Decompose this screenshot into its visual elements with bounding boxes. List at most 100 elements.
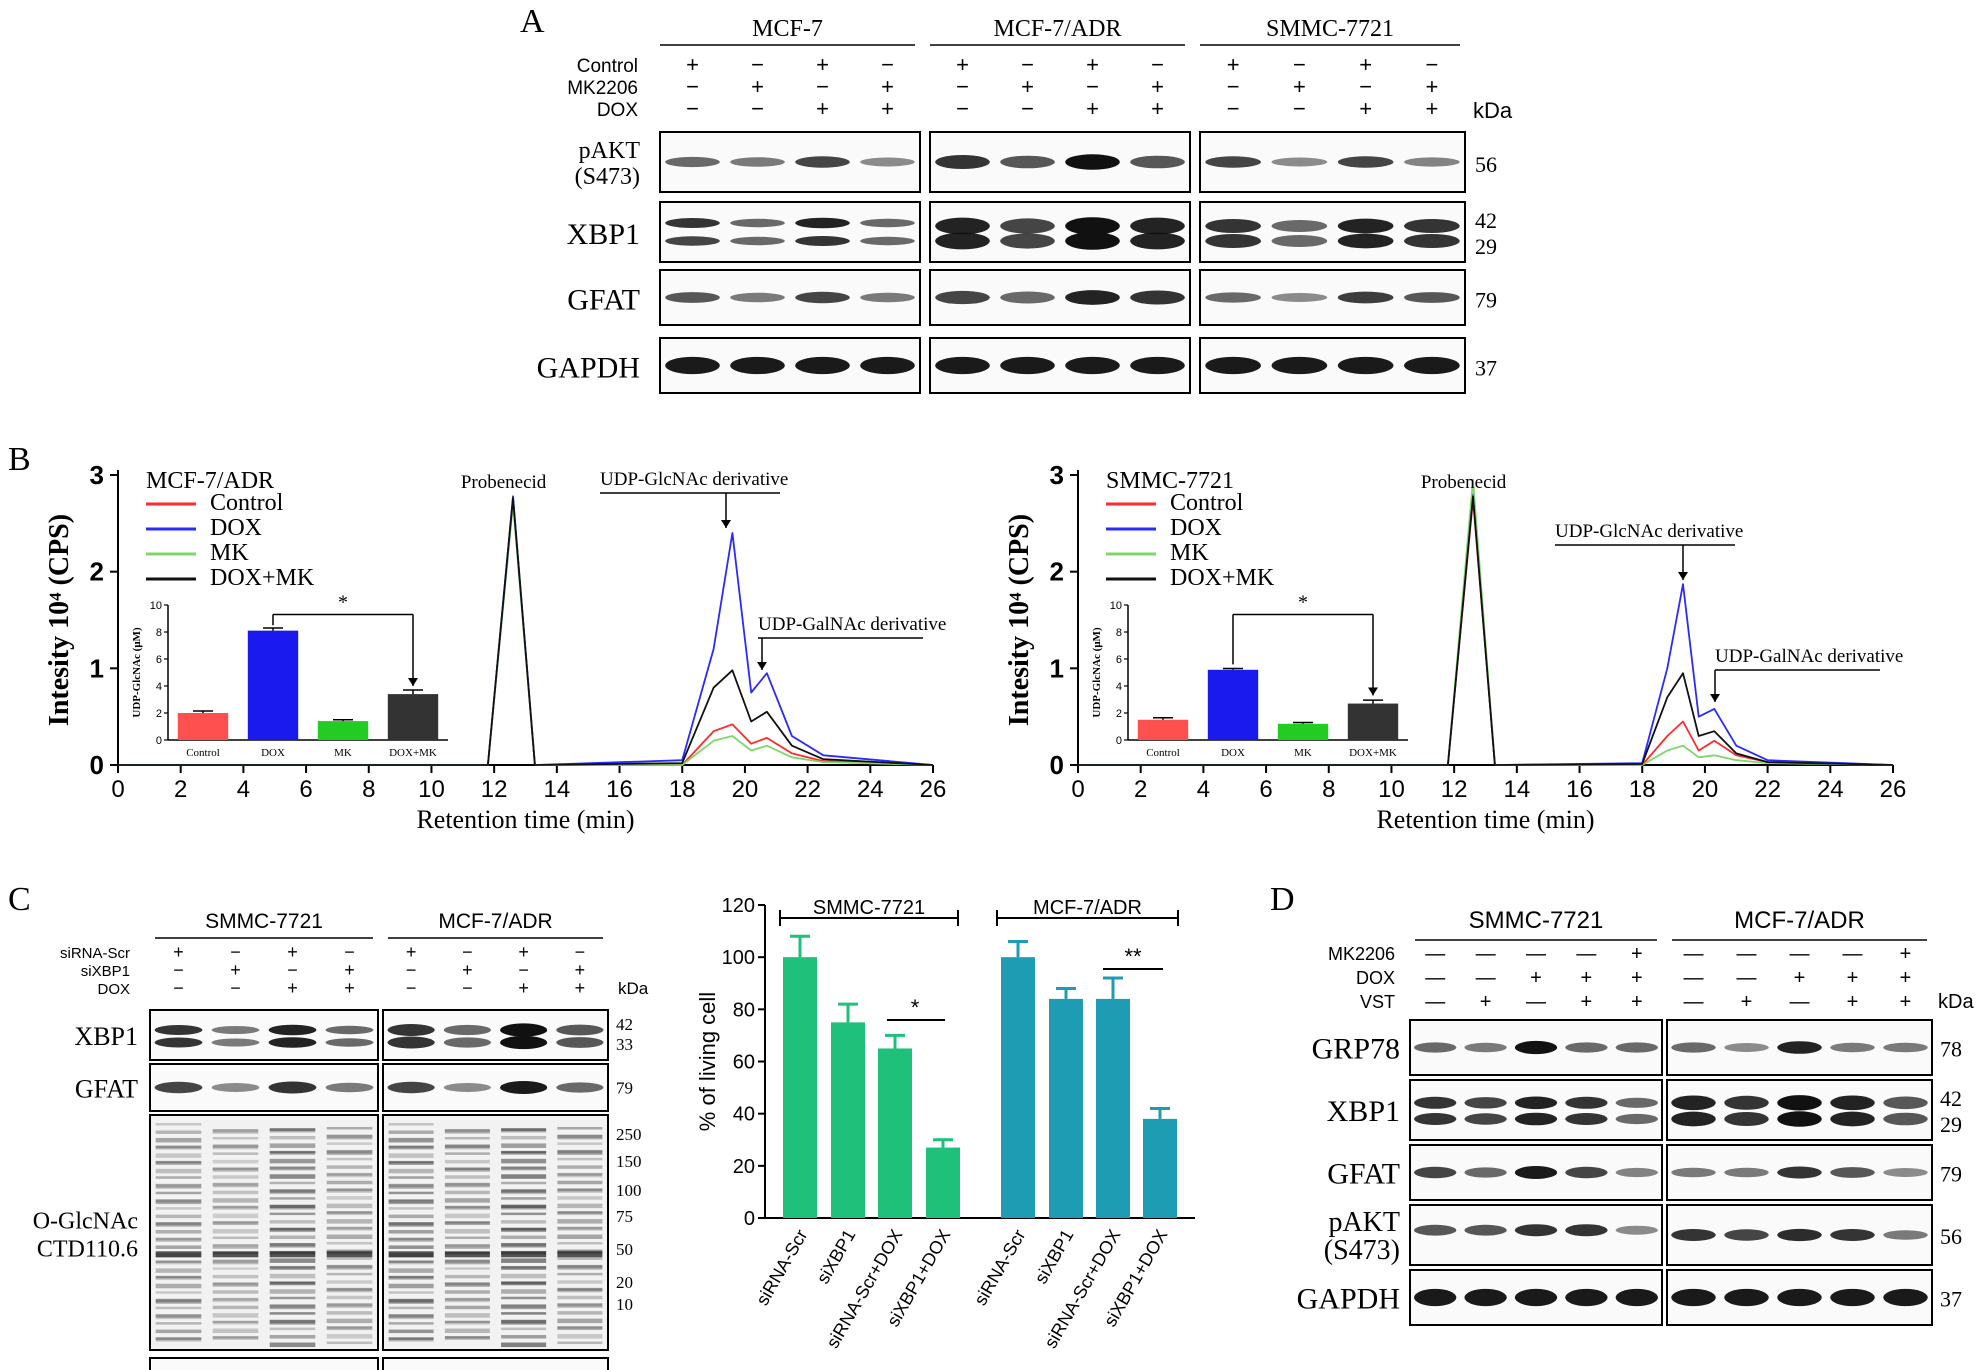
smear-band xyxy=(155,1160,202,1164)
panel-c-sign: + xyxy=(518,942,529,962)
smear-band xyxy=(269,1204,316,1209)
smear-band xyxy=(212,1313,259,1318)
y-tick-label: 0 xyxy=(90,750,104,780)
smear-band xyxy=(155,1298,202,1303)
panel-a-blot xyxy=(929,337,1191,394)
blot-band xyxy=(556,1037,604,1048)
smear-band xyxy=(501,1181,547,1185)
smear-band xyxy=(444,1221,490,1224)
smear-band xyxy=(557,1149,603,1154)
x-tick-label: 2 xyxy=(1134,776,1147,803)
blot-band xyxy=(211,1038,260,1047)
x-tick-label: 24 xyxy=(857,776,884,803)
smear-band xyxy=(326,1203,373,1209)
inset-x-tick-label: MK xyxy=(334,747,352,759)
blot-band xyxy=(387,1024,435,1036)
smear-band xyxy=(326,1196,373,1200)
smear-band xyxy=(212,1236,259,1239)
blot-band xyxy=(1205,219,1261,233)
y-tick-label: 3 xyxy=(90,460,104,490)
smear-band xyxy=(269,1227,316,1233)
panel-d-sign: — xyxy=(1425,991,1445,1013)
smear-band xyxy=(269,1242,316,1248)
smear-band xyxy=(444,1136,490,1140)
smear-band xyxy=(557,1318,603,1324)
smear-band xyxy=(326,1134,373,1138)
blot-band xyxy=(1514,1112,1558,1126)
blot-band xyxy=(154,1025,203,1035)
smear-band xyxy=(269,1135,316,1140)
blot-band xyxy=(1000,356,1055,375)
blot-band xyxy=(1414,1224,1457,1236)
bar-y-tick-label: 80 xyxy=(733,999,755,1021)
panel-a-sign: − xyxy=(1151,52,1164,77)
panel-c-blot xyxy=(382,1357,609,1370)
smear-band xyxy=(212,1244,259,1249)
panel-d-sign: — xyxy=(1425,967,1445,989)
smear-band xyxy=(326,1188,373,1193)
smear-band xyxy=(501,1128,547,1133)
smear-band xyxy=(326,1172,373,1178)
smear-band xyxy=(388,1276,434,1280)
smear-band xyxy=(155,1337,202,1342)
legend-label: DOX+MK xyxy=(210,565,315,591)
inset-y-tick-label: 4 xyxy=(156,681,162,693)
blot-band xyxy=(1205,356,1261,375)
smear-band xyxy=(501,1273,547,1279)
smear-band xyxy=(501,1319,547,1324)
panel-a-blot xyxy=(929,269,1191,326)
smear-band xyxy=(501,1342,547,1348)
peak-label-probenecid: Probenecid xyxy=(461,472,547,493)
blot-band xyxy=(665,236,720,246)
panel-c-sign: − xyxy=(462,942,473,962)
blot-band xyxy=(665,356,720,375)
panel-a-sign: + xyxy=(956,52,969,77)
smear-band xyxy=(155,1153,202,1158)
x-tick-label: 0 xyxy=(111,776,124,803)
smear-band xyxy=(388,1153,434,1158)
smear-band xyxy=(444,1298,490,1301)
smear-band xyxy=(444,1313,490,1318)
blot-band xyxy=(1000,155,1055,169)
bar xyxy=(878,1048,912,1218)
smear-band xyxy=(388,1176,434,1179)
panel-c-treatment-label: siRNA-Scr xyxy=(60,945,130,962)
smear-band xyxy=(557,1142,603,1145)
legend-label: MK xyxy=(210,540,249,566)
panel-c-sign: − xyxy=(173,960,184,980)
smear-band xyxy=(444,1159,490,1164)
panel-d-sign: — xyxy=(1737,967,1757,989)
y-tick-label: 0 xyxy=(1050,750,1064,780)
blot-band xyxy=(1777,1041,1822,1054)
smear-band xyxy=(557,1188,603,1193)
smear-band xyxy=(557,1241,603,1245)
smear-band xyxy=(444,1167,490,1171)
panel-d-blot-label: pAKT xyxy=(1328,1207,1400,1238)
smear-band xyxy=(557,1295,603,1300)
bar xyxy=(783,957,817,1218)
panel-d-sign: + xyxy=(1900,943,1912,965)
inset-bar xyxy=(1347,703,1399,740)
blot-band xyxy=(268,1024,317,1036)
smear-band xyxy=(212,1321,259,1325)
x-axis-label: Retention time (min) xyxy=(416,805,634,834)
blot-band xyxy=(1724,1043,1769,1052)
panel-a-sign: + xyxy=(1293,74,1306,99)
smear-band xyxy=(501,1220,547,1224)
smear-band xyxy=(501,1242,547,1248)
peak-arrowhead xyxy=(757,662,767,670)
panel-a-sign: + xyxy=(1151,96,1164,121)
smear-band xyxy=(388,1160,434,1164)
smear-band xyxy=(212,1129,259,1134)
smear-band xyxy=(444,1328,490,1334)
panel-c-smear-blot xyxy=(149,1114,379,1351)
smear-band xyxy=(501,1312,547,1315)
blot-band xyxy=(500,1023,548,1037)
smear-band xyxy=(557,1203,603,1209)
panel-d-sign: + xyxy=(1631,967,1643,989)
smear-band xyxy=(269,1243,316,1246)
panel-c-sign: + xyxy=(173,942,184,962)
panel-c-kda: 150 xyxy=(616,1152,642,1171)
smear-band xyxy=(557,1288,603,1291)
inset-y-tick-label: 4 xyxy=(1116,681,1122,693)
